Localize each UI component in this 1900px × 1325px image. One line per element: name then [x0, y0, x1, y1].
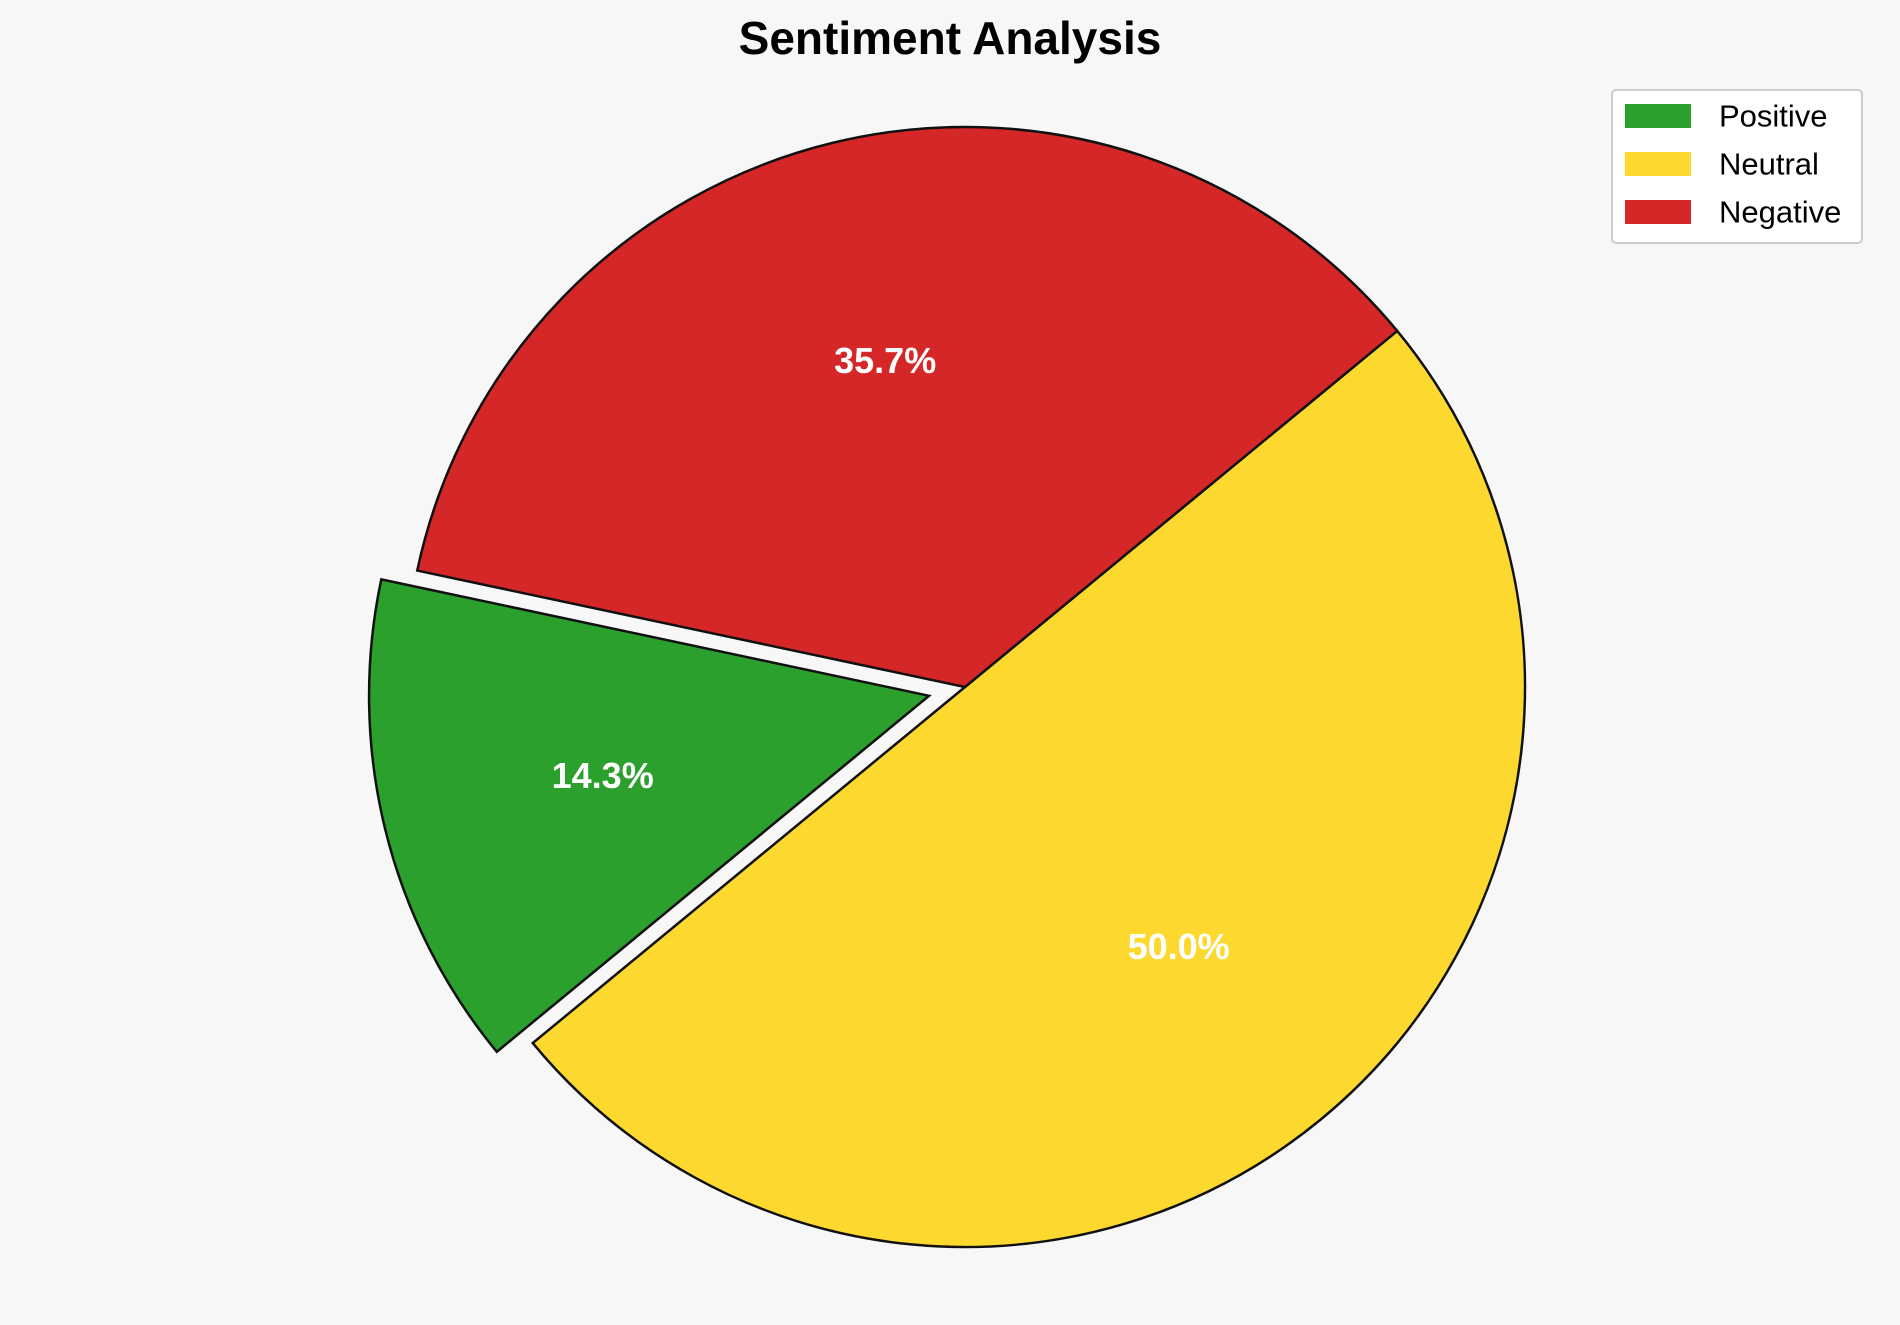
legend-swatch-positive	[1625, 104, 1691, 128]
slice-label-negative: 35.7%	[834, 340, 936, 381]
pie-slices	[367, 125, 1525, 1247]
pie-slice-negative	[415, 125, 1399, 689]
legend-label-positive: Positive	[1719, 99, 1828, 134]
legend-label-neutral: Neutral	[1719, 147, 1819, 182]
chart-title: Sentiment Analysis	[739, 12, 1162, 64]
pie-slice-positive	[367, 577, 932, 1054]
legend-label-negative: Negative	[1719, 195, 1841, 230]
legend-swatch-negative	[1625, 200, 1691, 224]
slice-label-positive: 14.3%	[552, 755, 654, 796]
pie-slice-neutral	[533, 331, 1525, 1247]
legend-swatch-neutral	[1625, 152, 1691, 176]
legend: Positive Neutral Negative	[1611, 89, 1863, 244]
slice-label-neutral: 50.0%	[1128, 926, 1230, 967]
pie-slice-labels: 14.3% 50.0% 35.7%	[552, 340, 1230, 967]
